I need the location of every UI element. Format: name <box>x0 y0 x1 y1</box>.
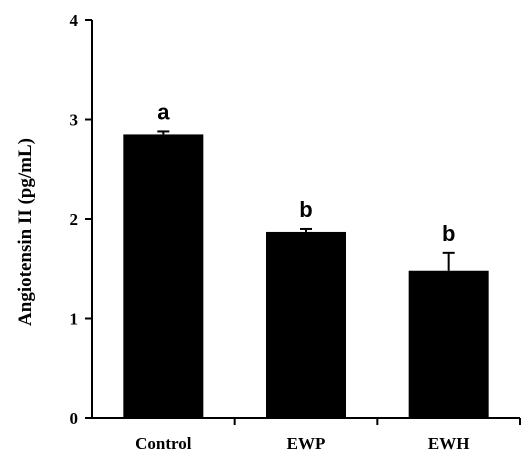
y-tick-label: 0 <box>70 409 79 428</box>
y-axis-title: Angiotensin II (pg/mL) <box>15 138 36 326</box>
y-tick-label: 1 <box>70 310 79 329</box>
bars <box>123 130 489 419</box>
y-tick-label: 2 <box>70 210 79 229</box>
significance-label: b <box>442 221 455 246</box>
y-tick-label: 4 <box>70 11 79 30</box>
category-label: Control <box>135 434 192 453</box>
bar <box>266 231 346 418</box>
category-label: EWH <box>428 434 470 453</box>
bar <box>123 134 204 419</box>
y-tick-label: 3 <box>70 111 79 130</box>
significance-label: a <box>157 99 170 124</box>
bar <box>408 270 489 418</box>
labels: Control a EWP b EWH b <box>135 99 469 453</box>
category-label: EWP <box>287 434 326 453</box>
significance-label: b <box>299 197 312 222</box>
